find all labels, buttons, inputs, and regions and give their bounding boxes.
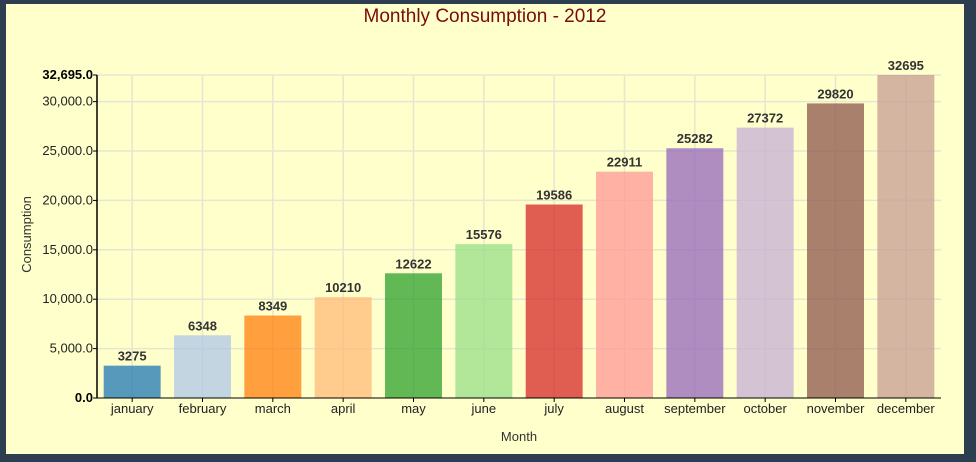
y-tick-label: 5,000.0 bbox=[50, 341, 93, 356]
bar-august[interactable] bbox=[596, 171, 653, 398]
bars-layer bbox=[103, 75, 935, 399]
y-tick-label: 30,000.0 bbox=[42, 94, 93, 109]
x-tick-label: november bbox=[807, 401, 865, 416]
bar-value-label: 10210 bbox=[325, 280, 361, 295]
x-tick-label: june bbox=[471, 401, 497, 416]
x-tick-label: october bbox=[743, 401, 787, 416]
bar-november[interactable] bbox=[807, 103, 864, 399]
bar-value-label: 15576 bbox=[466, 227, 502, 242]
chart-title: Monthly Consumption - 2012 bbox=[363, 6, 607, 27]
bar-value-label: 25282 bbox=[677, 131, 713, 146]
x-tick-label: january bbox=[110, 401, 154, 416]
bar-january[interactable] bbox=[103, 365, 161, 398]
bar-october[interactable] bbox=[736, 127, 794, 398]
bar-april[interactable] bbox=[314, 297, 372, 398]
y-tick-label: 25,000.0 bbox=[42, 143, 93, 158]
labels-layer: 3275 6348 8349 10210 12622 15576 19586 22911 252… bbox=[118, 58, 924, 364]
bar-value-label: 12622 bbox=[395, 256, 431, 271]
x-tick-label: april bbox=[331, 401, 356, 416]
bar-value-label: 29820 bbox=[817, 86, 853, 101]
bar-value-label: 19586 bbox=[536, 188, 572, 203]
chart-frame: Monthly Consumption - 2012 0.0 5,000.0 10,… bbox=[6, 4, 964, 454]
bar-march[interactable] bbox=[244, 315, 302, 398]
x-tick-label: may bbox=[401, 401, 426, 416]
y-tick-label: 0.0 bbox=[75, 390, 93, 405]
bar-july[interactable] bbox=[525, 204, 583, 398]
x-tick-label: march bbox=[255, 401, 291, 416]
axis-layer: 0.0 5,000.0 10,000.0 15,000.0 20,000.0 25,000… bbox=[19, 67, 941, 444]
x-axis-title: Month bbox=[501, 429, 537, 444]
y-axis-title: Consumption bbox=[19, 196, 34, 273]
x-tick-label: september bbox=[664, 401, 726, 416]
bar-value-label: 27372 bbox=[747, 111, 783, 126]
bar-chart: 0.0 5,000.0 10,000.0 15,000.0 20,000.0 25,000… bbox=[19, 58, 941, 444]
bar-value-label: 22911 bbox=[607, 155, 642, 170]
y-tick-label: 32,695.0 bbox=[42, 67, 93, 82]
bar-september[interactable] bbox=[666, 148, 724, 398]
bar-may[interactable] bbox=[385, 273, 442, 398]
x-tick-label: december bbox=[877, 401, 935, 416]
bar-value-label: 32695 bbox=[888, 58, 924, 73]
bar-december[interactable] bbox=[877, 75, 935, 398]
x-tick-label: february bbox=[179, 401, 227, 416]
bar-value-label: 8349 bbox=[258, 299, 287, 314]
bar-value-label: 6348 bbox=[188, 318, 217, 333]
bar-february[interactable] bbox=[174, 335, 231, 398]
bar-value-label: 3275 bbox=[118, 349, 147, 364]
x-tick-label: august bbox=[605, 401, 644, 416]
bar-june[interactable] bbox=[455, 244, 513, 398]
y-tick-label: 20,000.0 bbox=[42, 192, 93, 207]
y-tick-label: 15,000.0 bbox=[42, 242, 93, 257]
x-tick-label: july bbox=[543, 401, 564, 416]
y-tick-label: 10,000.0 bbox=[42, 291, 93, 306]
